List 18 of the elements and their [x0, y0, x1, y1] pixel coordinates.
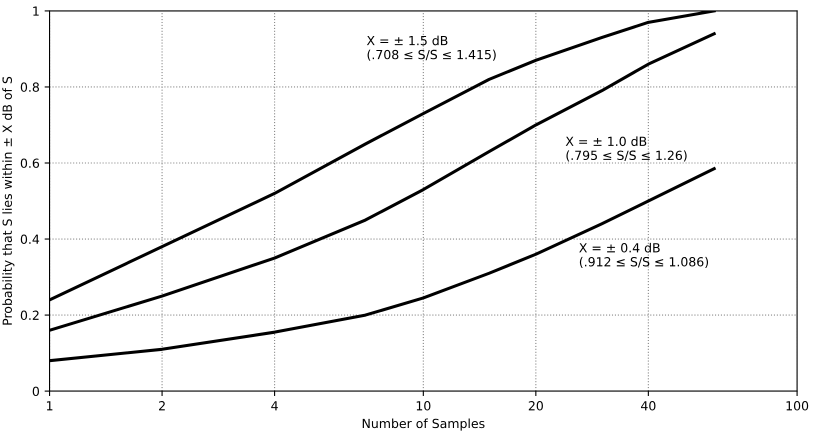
- x-tick-label: 4: [271, 401, 278, 410]
- y-tick-label: 0.8: [20, 82, 39, 92]
- y-tick-label: 0.6: [20, 158, 40, 168]
- x-tick-label: 100: [786, 401, 808, 411]
- x-tick-label: 10: [416, 401, 430, 411]
- y-tick-label: 1: [33, 6, 39, 16]
- x-tick-label: 2: [159, 401, 165, 410]
- x-tick-label: 20: [528, 401, 543, 411]
- x-tick-label: 40: [641, 401, 656, 411]
- annotation: X = ± 1.0 dB (.795 ≤ S/S̄ ≤ 1.26): [566, 136, 687, 162]
- y-tick-label: 0: [32, 386, 40, 396]
- x-axis-title: Number of Samples: [362, 418, 485, 431]
- y-axis-title: Probability that S lies within ± X dB of S̄: [2, 76, 14, 325]
- annotation: X = ± 1.5 dB (.708 ≤ S/S̄ ≤ 1.415): [366, 36, 496, 61]
- y-tick-label: 0.2: [20, 310, 39, 320]
- x-tick-label: 1: [46, 401, 52, 410]
- annotation: X = ± 0.4 dB (.912 ≤ S/S̄ ≤ 1.086): [579, 242, 708, 268]
- y-tick-label: 0.4: [20, 234, 40, 244]
